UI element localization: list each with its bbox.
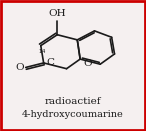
- Text: OH: OH: [48, 9, 66, 18]
- Text: 4-hydroxycoumarine: 4-hydroxycoumarine: [22, 110, 124, 119]
- Text: O: O: [84, 59, 92, 68]
- Text: C: C: [46, 58, 54, 67]
- Text: O: O: [15, 63, 24, 72]
- Text: $^{14}$: $^{14}$: [38, 48, 46, 57]
- Text: radioactief: radioactief: [45, 97, 101, 106]
